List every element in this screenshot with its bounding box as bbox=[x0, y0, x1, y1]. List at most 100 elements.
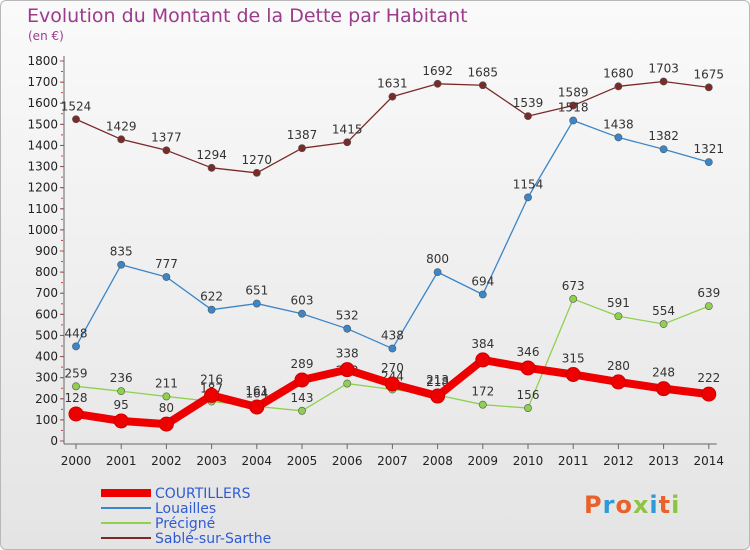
data-point bbox=[430, 388, 446, 404]
x-tick-label: 2012 bbox=[603, 454, 634, 468]
data-label: 143 bbox=[291, 391, 314, 405]
data-point bbox=[569, 295, 578, 303]
data-point bbox=[249, 399, 265, 415]
data-label: 1270 bbox=[242, 153, 273, 167]
data-point bbox=[252, 168, 261, 177]
legend-label: Louailles bbox=[155, 501, 216, 517]
data-point bbox=[656, 381, 672, 397]
legend-label: Sablé-sur-Sarthe bbox=[155, 531, 271, 547]
data-label: 213 bbox=[426, 373, 449, 387]
data-label: 1294 bbox=[196, 148, 227, 162]
data-point bbox=[388, 92, 397, 101]
y-tick-label: 1000 bbox=[27, 223, 58, 237]
x-tick-label: 2008 bbox=[422, 454, 453, 468]
logo-letter: x bbox=[632, 491, 650, 519]
data-label: 1415 bbox=[332, 122, 363, 136]
y-tick-label: 100 bbox=[35, 413, 58, 427]
data-label: 777 bbox=[155, 257, 178, 271]
data-point bbox=[478, 81, 487, 90]
logo-letter: P bbox=[584, 491, 603, 519]
data-point bbox=[207, 305, 216, 314]
data-point bbox=[384, 376, 400, 392]
data-label: 95 bbox=[114, 398, 129, 412]
logo-letter: t bbox=[658, 491, 672, 519]
data-label: 1675 bbox=[694, 67, 725, 81]
y-tick-label: 300 bbox=[35, 371, 58, 385]
x-tick-label: 2009 bbox=[468, 454, 499, 468]
data-point bbox=[569, 101, 578, 110]
data-point bbox=[343, 324, 352, 333]
proxiti-logo: Proxiti bbox=[584, 491, 680, 519]
y-tick-label: 800 bbox=[35, 265, 58, 279]
data-point bbox=[117, 260, 126, 269]
series-louailles: 448 835 777 622 651 603 532 438 800 694 1154 1518 14… bbox=[65, 101, 725, 353]
y-tick-label: 900 bbox=[35, 244, 58, 258]
data-label: 673 bbox=[562, 279, 585, 293]
data-point bbox=[704, 83, 713, 92]
data-point bbox=[162, 273, 171, 281]
data-point bbox=[478, 290, 487, 299]
data-point bbox=[475, 352, 491, 368]
data-label: 156 bbox=[517, 388, 540, 402]
x-tick-label: 2002 bbox=[151, 454, 182, 468]
data-label: 1438 bbox=[603, 117, 634, 131]
data-label: 1524 bbox=[61, 99, 92, 113]
data-label: 384 bbox=[471, 337, 494, 351]
logo-letter: i bbox=[649, 491, 659, 519]
data-point bbox=[72, 342, 80, 351]
data-label: 835 bbox=[110, 245, 133, 259]
y-tick-label: 1200 bbox=[27, 181, 58, 195]
data-label: 1692 bbox=[422, 64, 453, 78]
data-label: 289 bbox=[291, 357, 314, 371]
x-tick-label: 2001 bbox=[106, 454, 137, 468]
data-label: 161 bbox=[245, 384, 268, 398]
data-point bbox=[388, 344, 397, 353]
data-point bbox=[701, 386, 717, 402]
y-tick-label: 1300 bbox=[27, 160, 58, 174]
legend-label: Précigné bbox=[155, 516, 215, 532]
y-tick-label: 0 bbox=[50, 434, 58, 448]
data-label: 1539 bbox=[513, 96, 544, 110]
data-label: 800 bbox=[426, 252, 449, 266]
x-tick-label: 2003 bbox=[196, 454, 227, 468]
data-label: 211 bbox=[155, 376, 178, 390]
data-label: 315 bbox=[562, 352, 585, 366]
series-sable-sur-sarthe: 1524 1429 1377 1294 1270 1387 1415 1631 1692 1685… bbox=[61, 61, 725, 177]
data-point bbox=[524, 404, 532, 412]
data-point bbox=[294, 372, 310, 388]
data-point bbox=[614, 312, 623, 321]
data-point bbox=[72, 115, 80, 124]
y-tick-label: 700 bbox=[35, 286, 58, 300]
data-label: 259 bbox=[65, 366, 88, 380]
y-tick-label: 500 bbox=[35, 328, 58, 342]
chart-title: Evolution du Montant de la Dette par Hab… bbox=[27, 5, 468, 27]
data-point bbox=[117, 387, 126, 396]
data-label: 532 bbox=[336, 309, 359, 323]
data-label: 128 bbox=[65, 391, 88, 405]
data-point bbox=[433, 268, 442, 277]
data-label: 222 bbox=[697, 371, 720, 385]
data-point bbox=[610, 374, 626, 390]
data-label: 694 bbox=[471, 274, 494, 288]
data-point bbox=[72, 382, 80, 391]
data-label: 346 bbox=[517, 345, 540, 359]
logo-letter: i bbox=[671, 491, 681, 519]
logo-letter: o bbox=[615, 491, 633, 519]
x-tick-label: 2004 bbox=[242, 454, 273, 468]
data-label: 270 bbox=[381, 361, 404, 375]
data-point bbox=[565, 367, 581, 382]
data-label: 438 bbox=[381, 329, 404, 343]
data-point bbox=[162, 392, 171, 401]
data-label: 1631 bbox=[377, 77, 408, 91]
data-point bbox=[252, 299, 261, 308]
data-label: 1321 bbox=[694, 142, 725, 156]
data-point bbox=[339, 362, 355, 378]
data-point bbox=[113, 413, 129, 429]
data-label: 622 bbox=[200, 290, 223, 304]
data-point bbox=[298, 144, 306, 153]
data-point bbox=[207, 163, 216, 172]
data-point bbox=[343, 379, 352, 388]
data-label: 603 bbox=[291, 294, 314, 308]
